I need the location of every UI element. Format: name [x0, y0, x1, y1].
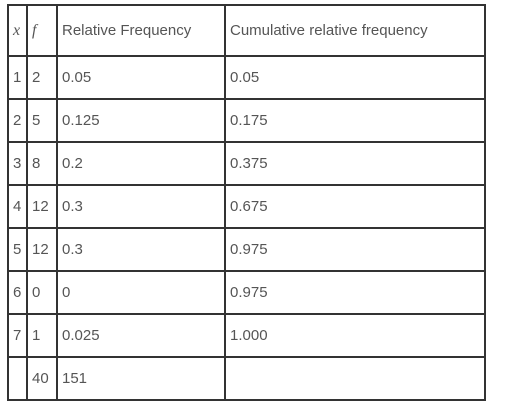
- cell-x: [7, 356, 28, 401]
- cell-relative-frequency: 0: [56, 270, 226, 315]
- table-row: 7 1 0.025 1.000: [7, 313, 486, 358]
- table-row: 2 5 0.125 0.175: [7, 98, 486, 143]
- cell-f: 12: [26, 184, 58, 229]
- header-cumulative-relative-frequency: Cumulative relative frequency: [224, 4, 486, 57]
- cell-relative-frequency: 0.025: [56, 313, 226, 358]
- cell-cumulative-relative-frequency: 0.05: [224, 55, 486, 100]
- cell-x: 7: [7, 313, 28, 358]
- cell-x: 5: [7, 227, 28, 272]
- header-row: x f Relative Frequency Cumulative relati…: [7, 4, 486, 57]
- cell-f: 2: [26, 55, 58, 100]
- cell-cumulative-relative-frequency: 0.375: [224, 141, 486, 186]
- cell-x: 6: [7, 270, 28, 315]
- cell-f: 8: [26, 141, 58, 186]
- cell-relative-frequency: 0.3: [56, 184, 226, 229]
- cell-f: 12: [26, 227, 58, 272]
- totals-row: 40 151: [7, 356, 486, 401]
- cell-cumulative-relative-frequency: 0.675: [224, 184, 486, 229]
- table-row: 3 8 0.2 0.375: [7, 141, 486, 186]
- cell-x: 3: [7, 141, 28, 186]
- header-f: f: [26, 4, 58, 57]
- cell-f-total: 40: [26, 356, 58, 401]
- frequency-table-container: x f Relative Frequency Cumulative relati…: [7, 4, 486, 401]
- cell-relative-frequency: 0.125: [56, 98, 226, 143]
- table-row: 4 12 0.3 0.675: [7, 184, 486, 229]
- cell-f: 5: [26, 98, 58, 143]
- cell-cumulative-relative-frequency: 0.175: [224, 98, 486, 143]
- header-x: x: [7, 4, 28, 57]
- cell-cumulative-relative-frequency: 0.975: [224, 270, 486, 315]
- cell-relative-frequency-total: 151: [56, 356, 226, 401]
- cell-cumulative-relative-frequency: [224, 356, 486, 401]
- table-row: 1 2 0.05 0.05: [7, 55, 486, 100]
- cell-cumulative-relative-frequency: 0.975: [224, 227, 486, 272]
- cell-x: 4: [7, 184, 28, 229]
- cell-f: 1: [26, 313, 58, 358]
- header-relative-frequency: Relative Frequency: [56, 4, 226, 57]
- cell-x: 1: [7, 55, 28, 100]
- cell-x: 2: [7, 98, 28, 143]
- cell-relative-frequency: 0.05: [56, 55, 226, 100]
- table-row: 6 0 0 0.975: [7, 270, 486, 315]
- cell-relative-frequency: 0.3: [56, 227, 226, 272]
- frequency-table: x f Relative Frequency Cumulative relati…: [7, 4, 486, 401]
- cell-cumulative-relative-frequency: 1.000: [224, 313, 486, 358]
- cell-relative-frequency: 0.2: [56, 141, 226, 186]
- table-row: 5 12 0.3 0.975: [7, 227, 486, 272]
- cell-f: 0: [26, 270, 58, 315]
